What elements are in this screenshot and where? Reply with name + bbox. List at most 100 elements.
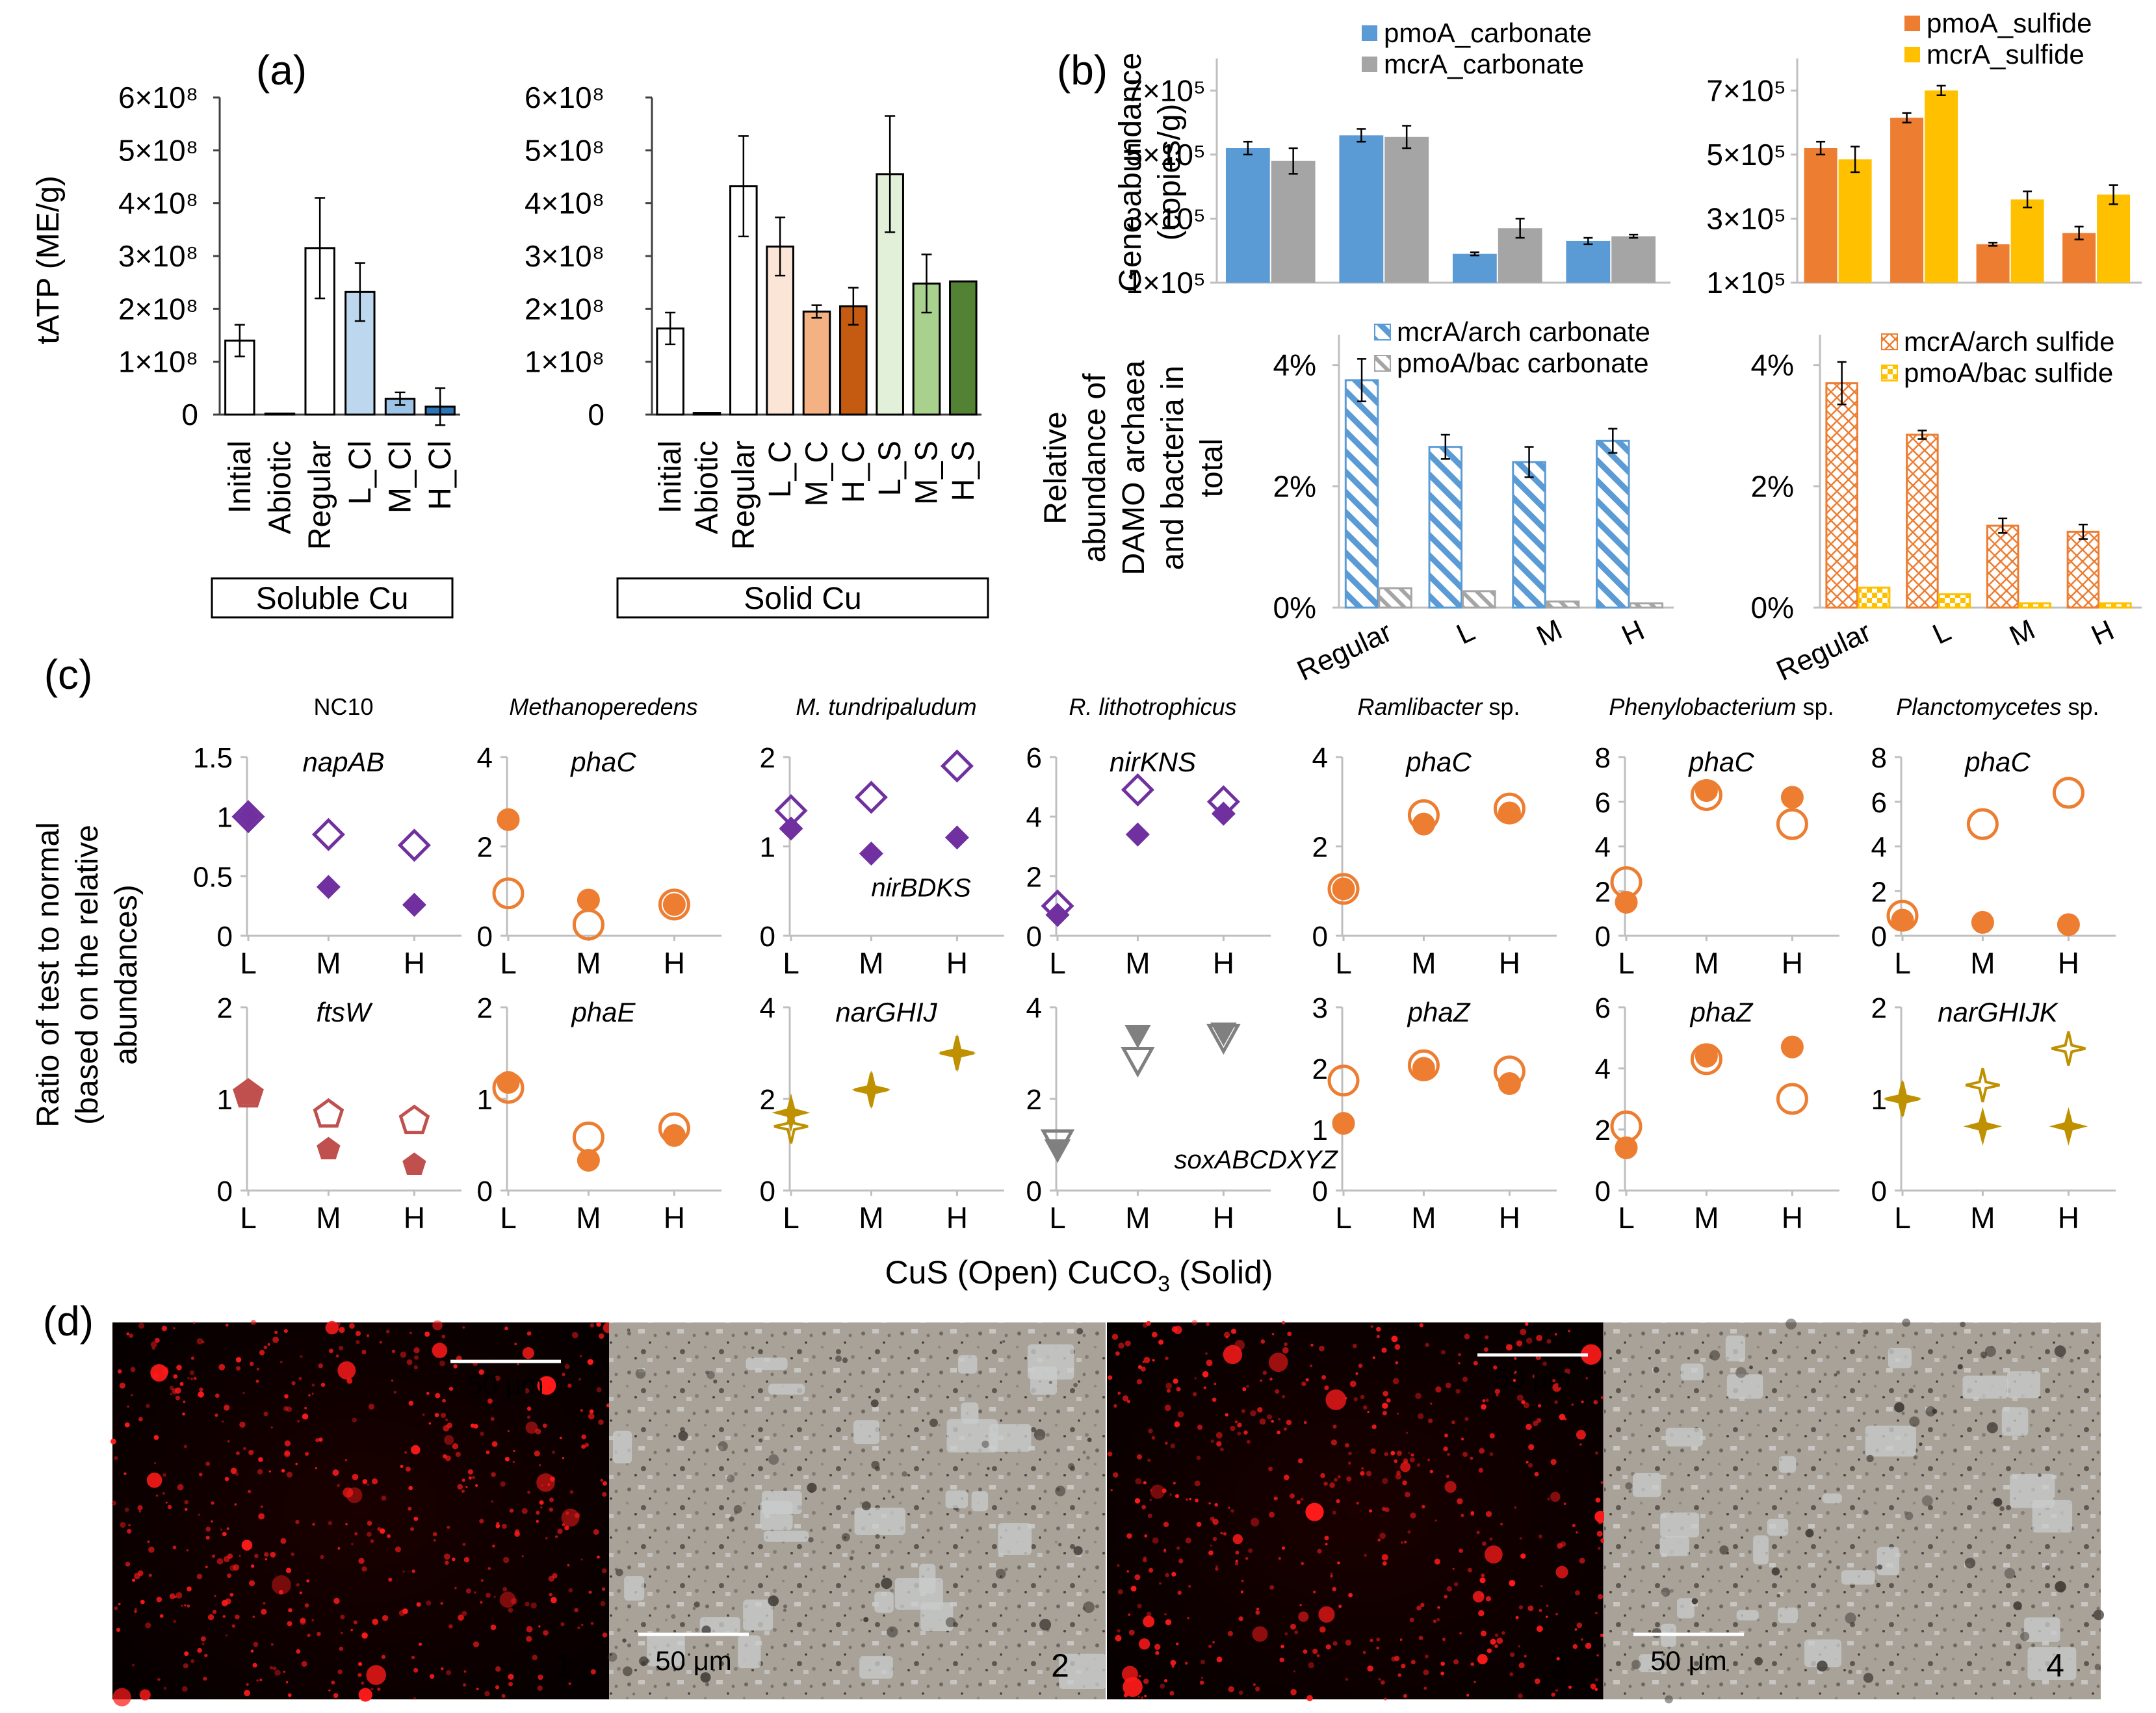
bar — [2010, 199, 2044, 283]
dark-particle — [835, 1355, 842, 1362]
fluorescent-spot — [1117, 1564, 1120, 1567]
dark-particle — [1058, 1543, 1062, 1547]
fluorescent-spot — [176, 1365, 182, 1371]
fluorescent-spot — [463, 1670, 467, 1673]
fluorescent-spot — [1501, 1631, 1505, 1635]
legend-swatch — [1881, 365, 1898, 381]
y-tick-label: 5×10⁸ — [118, 133, 198, 167]
marker-open — [2051, 1031, 2086, 1066]
fluorescent-spot — [1470, 1456, 1474, 1460]
x-tick-label: H — [946, 1201, 968, 1235]
fluorescent-spot — [448, 1387, 454, 1391]
dark-particle — [891, 1495, 895, 1499]
fluorescent-spot — [434, 1539, 436, 1541]
fluorescent-spot — [1551, 1692, 1555, 1697]
scale-label: 50 μm — [467, 1369, 544, 1400]
dark-particle — [645, 1658, 650, 1664]
fluorescent-spot — [1593, 1400, 1598, 1405]
fluorescent-spot — [1520, 1553, 1526, 1559]
fluorescent-spot — [1238, 1616, 1243, 1621]
fluorescent-spot — [440, 1602, 443, 1605]
y-tick-label: 0 — [1026, 1176, 1042, 1207]
fluorescent-spot — [1332, 1424, 1337, 1429]
fluorescent-spot — [441, 1413, 447, 1418]
fluorescent-spot — [181, 1604, 183, 1607]
y-tick-label: 6 — [1026, 742, 1042, 774]
fluorescent-spot — [1165, 1441, 1168, 1445]
x-tick-label: M_C — [800, 441, 835, 506]
fluorescent-spot — [1162, 1488, 1167, 1493]
fluorescent-spot — [1230, 1426, 1236, 1432]
y-tick-label: 2 — [1595, 1114, 1611, 1146]
dark-particle — [1863, 1510, 1869, 1515]
fluorescent-spot — [146, 1473, 162, 1488]
fluorescent-spot — [493, 1595, 496, 1598]
fluorescent-spot — [1536, 1335, 1543, 1341]
light-patch — [853, 1420, 879, 1445]
fluorescent-spot — [184, 1651, 189, 1656]
light-patch — [1659, 1536, 1689, 1556]
fluorescent-spot — [480, 1579, 484, 1582]
dark-particle — [1776, 1593, 1781, 1598]
fluorescent-spot — [1425, 1655, 1429, 1659]
fluorescent-spot — [1391, 1335, 1398, 1343]
fluorescent-spot — [1185, 1537, 1191, 1544]
fluorescent-spot — [1206, 1322, 1210, 1326]
marker-solid — [236, 805, 261, 829]
bar — [1629, 602, 1664, 609]
x-tick-label: L — [783, 1201, 799, 1235]
marker-solid — [944, 825, 969, 850]
dark-particle — [2038, 1473, 2042, 1477]
marker-solid — [1332, 877, 1355, 901]
fluorescent-spot — [1154, 1643, 1161, 1650]
y-tick-label: 4 — [1026, 992, 1042, 1024]
fluorescent-spot — [491, 1472, 496, 1477]
chart-b_carb_rel: 0%2%4%Regular L M H — [1273, 335, 1674, 687]
dark-particle — [727, 1475, 735, 1483]
fluorescent-spot — [537, 1376, 556, 1395]
fluorescent-spot — [1425, 1343, 1429, 1347]
fluorescent-spot — [252, 1662, 257, 1668]
dark-particle — [1986, 1422, 1998, 1434]
fluorescent-spot — [1410, 1453, 1414, 1457]
fluorescent-spot — [247, 1489, 252, 1493]
fluorescent-spot — [291, 1552, 294, 1556]
fluorescent-spot — [541, 1484, 543, 1487]
fluorescent-spot — [125, 1562, 131, 1567]
fluorescent-spot — [1325, 1644, 1331, 1650]
fluorescent-spot — [500, 1481, 506, 1487]
fluorescent-spot — [1376, 1637, 1381, 1642]
fluorescent-spot — [1194, 1480, 1201, 1487]
dark-particle — [863, 1617, 869, 1623]
fluorescent-spot — [1166, 1389, 1171, 1393]
bar — [1512, 461, 1546, 609]
legend-swatch — [1904, 47, 1920, 62]
fluorescent-spot — [1595, 1497, 1601, 1503]
fluorescent-spot — [1552, 1383, 1561, 1392]
fluorescent-spot — [535, 1428, 541, 1435]
fluorescent-spot — [288, 1693, 292, 1697]
fluorescent-spot — [1137, 1695, 1140, 1698]
fluorescent-spot — [1556, 1656, 1560, 1661]
fluorescent-spot — [1453, 1659, 1459, 1665]
marker-solid — [317, 1137, 341, 1159]
marker-open — [940, 749, 974, 783]
fluorescent-spot — [301, 1661, 307, 1667]
marker-solid — [2057, 913, 2080, 936]
fluorescent-spot — [259, 1350, 265, 1356]
fluorescent-spot — [352, 1417, 357, 1423]
marker-open — [231, 800, 265, 834]
fluorescent-spot — [256, 1367, 259, 1371]
panel-label-b: (b) — [1057, 47, 1108, 94]
y-tick-label: 4% — [1273, 348, 1316, 382]
fluorescent-spot — [1383, 1391, 1388, 1397]
fluorescent-spot — [1165, 1573, 1169, 1578]
fluorescent-spot — [1234, 1420, 1238, 1424]
marker-solid — [937, 1033, 977, 1073]
fluorescent-spot — [462, 1683, 467, 1687]
taxon-title: Planctomycetes sp. — [1896, 693, 2099, 720]
fluorescent-spot — [1143, 1616, 1155, 1628]
fluorescent-spot — [1177, 1411, 1184, 1418]
x-tick-label: H — [1782, 1201, 1803, 1235]
